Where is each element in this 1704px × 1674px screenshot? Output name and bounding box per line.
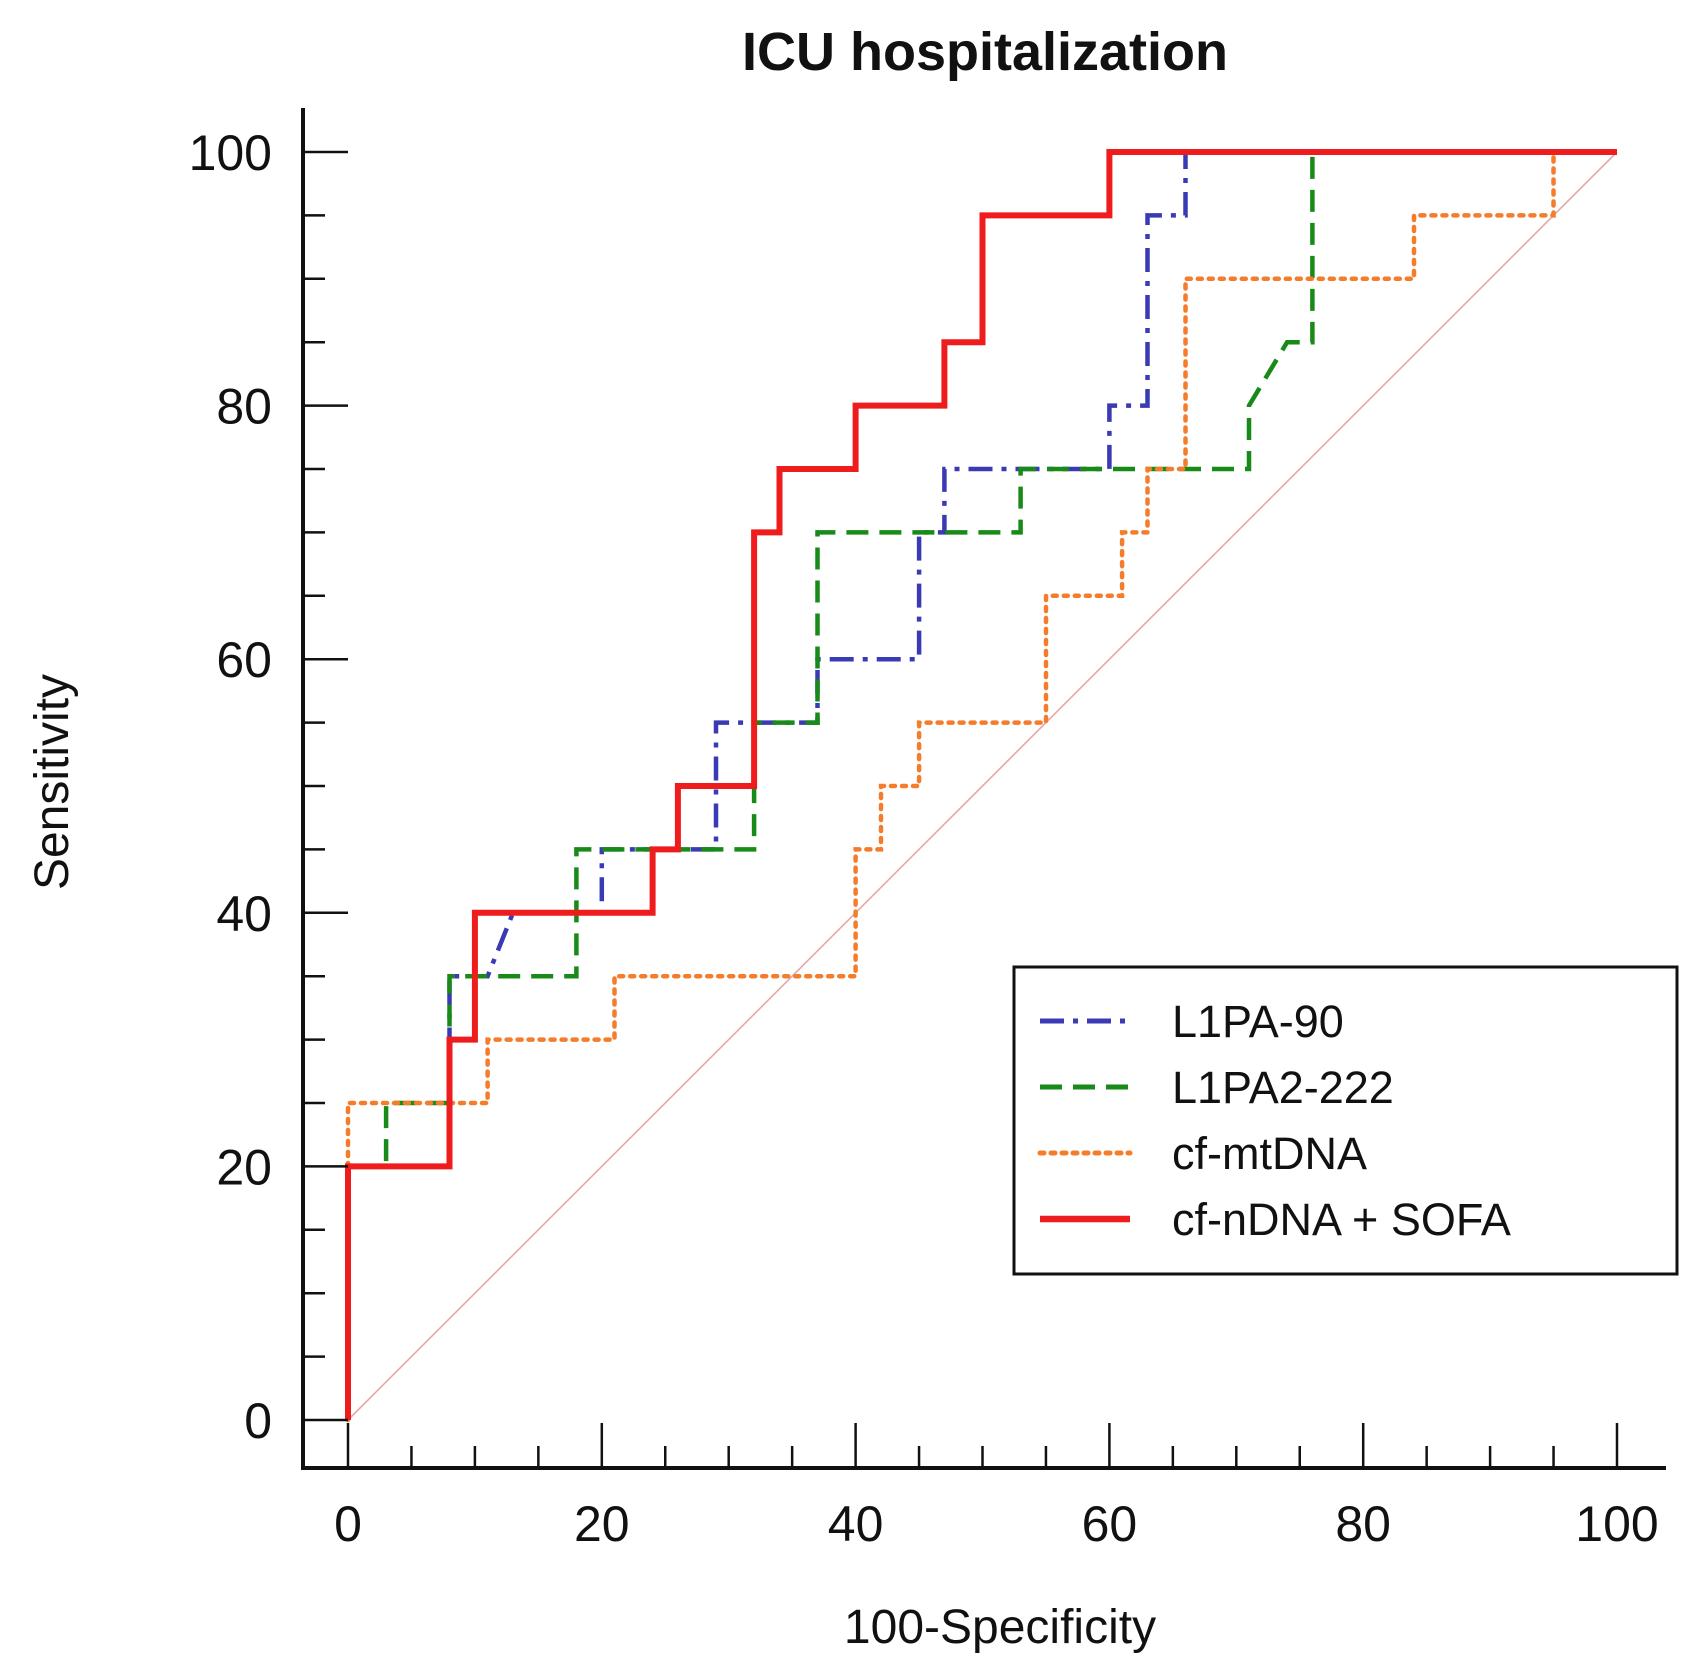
legend-label-1: L1PA-90 (1172, 996, 1344, 1047)
legend-label-2: L1PA2-222 (1172, 1062, 1394, 1113)
reference-layer (347, 151, 1618, 1421)
y-tick-label: 40 (216, 886, 272, 942)
chart-title: ICU hospitalization (742, 22, 1228, 82)
y-tick-label: 100 (189, 125, 272, 181)
y-tick-label: 20 (216, 1139, 272, 1195)
x-tick-label: 80 (1335, 1496, 1391, 1552)
series-line-4 (345, 149, 1617, 1420)
legend-label-4: cf-nDNA + SOFA (1172, 1194, 1511, 1245)
legend-items: L1PA-90 L1PA2-222 cf-mtDNA cf-nDNA + SOFA (1037, 996, 1511, 1245)
x-tick-label: 60 (1082, 1496, 1138, 1552)
y-axis-label: Sensitivity (26, 674, 79, 890)
x-axis-label: 100-Specificity (844, 1601, 1156, 1654)
y-axis-ticks: 0 20 40 60 80 100 (189, 125, 348, 1449)
reference-diagonal-line (347, 151, 1618, 1421)
series-line-3 (345, 149, 1620, 1423)
series-layer (345, 149, 1620, 1423)
y-tick-label: 80 (216, 379, 272, 435)
x-axis-ticks: 0 20 40 60 80 100 (334, 1423, 1659, 1552)
y-tick-label: 0 (244, 1393, 272, 1449)
x-tick-label: 40 (828, 1496, 884, 1552)
x-tick-label: 20 (574, 1496, 630, 1552)
y-tick-label: 60 (216, 632, 272, 688)
x-tick-label: 0 (334, 1496, 362, 1552)
x-tick-label: 100 (1575, 1496, 1658, 1552)
legend-label-3: cf-mtDNA (1172, 1128, 1367, 1179)
legend-box (1012, 965, 1679, 1276)
legend: L1PA-90 L1PA2-222 cf-mtDNA cf-nDNA + SOFA (1012, 965, 1679, 1276)
